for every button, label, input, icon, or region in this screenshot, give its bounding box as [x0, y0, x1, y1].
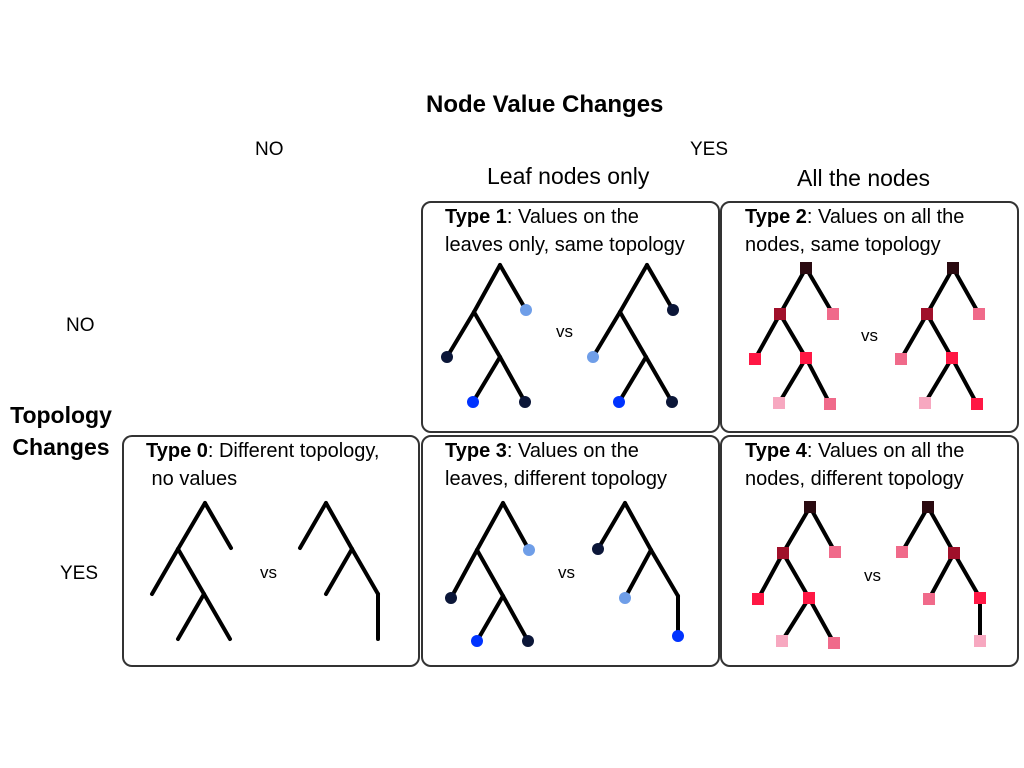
- row-no-label: NO: [66, 315, 95, 336]
- row-axis-title-line2: Changes: [12, 434, 110, 460]
- column-no-label: NO: [255, 139, 284, 160]
- column-yes-label: YES: [690, 139, 729, 160]
- type4-tree-b: [900, 505, 982, 643]
- type3-tree-b: [596, 501, 680, 638]
- leaf-node: [587, 351, 599, 363]
- node: [829, 546, 841, 558]
- node: [974, 635, 986, 647]
- column-leaf-only-label: Leaf nodes only: [487, 163, 650, 189]
- type0-box: [122, 435, 420, 667]
- node: [800, 262, 812, 274]
- type1-tree-a: [445, 263, 528, 404]
- node: [803, 592, 815, 604]
- node: [921, 308, 933, 320]
- leaf-node: [445, 592, 457, 604]
- leaf-node: [519, 396, 531, 408]
- type0-vs-label: vs: [260, 563, 277, 582]
- node: [922, 501, 934, 513]
- type3-caption-line2: leaves, different topology: [445, 468, 668, 490]
- type2-caption: Type 2: Values on all the nodes, same to…: [745, 203, 964, 259]
- node: [974, 592, 986, 604]
- node: [923, 593, 935, 605]
- type4-caption-rest: : Values on all the: [806, 440, 965, 462]
- leaf-node: [667, 304, 679, 316]
- type4-caption: Type 4: Values on all the nodes, differe…: [745, 437, 964, 493]
- type3-nodes: [445, 543, 684, 647]
- node: [948, 547, 960, 559]
- type2-tree-b: [899, 266, 981, 406]
- node: [777, 547, 789, 559]
- node: [947, 262, 959, 274]
- type2-caption-line2: nodes, same topology: [745, 234, 941, 256]
- leaf-node: [666, 396, 678, 408]
- type4-caption-line2: nodes, different topology: [745, 468, 964, 490]
- type3-vs-label: vs: [558, 563, 575, 582]
- type1-box: [421, 201, 720, 433]
- type1-tree-b: [591, 263, 675, 404]
- node: [827, 308, 839, 320]
- column-all-nodes-label: All the nodes: [797, 165, 930, 191]
- node: [973, 308, 985, 320]
- node: [774, 308, 786, 320]
- type1-caption-bold: Type 1: [445, 206, 507, 228]
- type3-tree-a: [449, 501, 531, 643]
- type0-caption-line2: no values: [146, 468, 238, 490]
- type4-vs-label: vs: [864, 566, 881, 585]
- type1-caption: Type 1: Values on the leaves only, same …: [445, 203, 685, 259]
- leaf-node: [441, 351, 453, 363]
- leaf-node: [619, 592, 631, 604]
- type3-caption-bold: Type 3: [445, 440, 507, 462]
- type3-box: [421, 435, 720, 667]
- type4-tree-a: [756, 505, 837, 645]
- node: [800, 352, 812, 364]
- node: [946, 352, 958, 364]
- leaf-node: [520, 304, 532, 316]
- type4-box: [720, 435, 1019, 667]
- type1-vs-label: vs: [556, 322, 573, 341]
- leaf-node: [467, 396, 479, 408]
- row-axis-title: Topology Changes: [2, 399, 120, 463]
- type2-box: [720, 201, 1019, 433]
- type0-caption-bold: Type 0: [146, 440, 208, 462]
- leaf-node: [471, 635, 483, 647]
- type4-caption-bold: Type 4: [745, 440, 807, 462]
- type1-caption-rest: : Values on the: [506, 206, 639, 228]
- row-axis-title-line1: Topology: [10, 402, 112, 428]
- node: [752, 593, 764, 605]
- type2-tree-a: [753, 266, 835, 406]
- leaf-node: [672, 630, 684, 642]
- type2-nodes: [749, 262, 985, 410]
- column-axis-title: Node Value Changes: [426, 91, 664, 118]
- node: [895, 353, 907, 365]
- node: [776, 635, 788, 647]
- type2-caption-bold: Type 2: [745, 206, 807, 228]
- type0-tree-a: [150, 501, 233, 641]
- type1-caption-line2: leaves only, same topology: [445, 234, 685, 256]
- node: [749, 353, 761, 365]
- type0-caption: Type 0: Different topology, no values: [146, 437, 379, 493]
- row-yes-label: YES: [60, 563, 99, 584]
- type2-vs-label: vs: [861, 326, 878, 345]
- node: [824, 398, 836, 410]
- node: [828, 637, 840, 649]
- node: [804, 501, 816, 513]
- leaf-node: [522, 635, 534, 647]
- node: [971, 398, 983, 410]
- node: [773, 397, 785, 409]
- type3-caption: Type 3: Values on the leaves, different …: [445, 437, 667, 493]
- type0-tree-b: [298, 501, 380, 641]
- leaf-node: [613, 396, 625, 408]
- node: [896, 546, 908, 558]
- type2-caption-rest: : Values on all the: [806, 206, 965, 228]
- type0-caption-rest: : Different topology,: [207, 440, 380, 462]
- leaf-node: [592, 543, 604, 555]
- node: [919, 397, 931, 409]
- type1-nodes: [441, 304, 679, 408]
- type3-caption-rest: : Values on the: [506, 440, 639, 462]
- leaf-node: [523, 544, 535, 556]
- type4-nodes: [752, 501, 986, 649]
